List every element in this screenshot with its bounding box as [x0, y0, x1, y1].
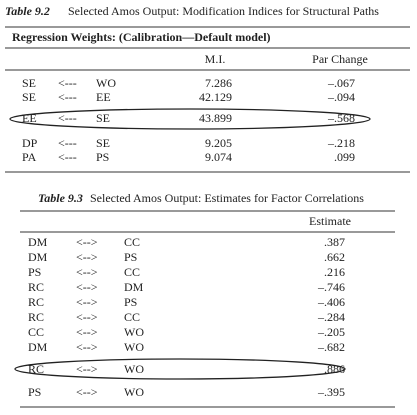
cell: SE: [96, 111, 110, 125]
cell: SE: [22, 90, 36, 104]
cell: <-->: [76, 280, 98, 294]
cell: –.284: [317, 310, 345, 324]
cell: CC: [124, 235, 140, 249]
cell: PS: [28, 265, 41, 279]
cell: <---: [58, 150, 77, 164]
cell: –.094: [327, 90, 355, 104]
cell: –.395: [317, 385, 345, 399]
cell: PS: [96, 150, 109, 164]
cell: RC: [28, 310, 44, 324]
highlight-ellipse: [9, 108, 371, 130]
cell: <-->: [76, 295, 98, 309]
cell: RC: [28, 295, 44, 309]
cell: DM: [28, 250, 48, 264]
cell: WO: [124, 340, 144, 354]
cell: DM: [28, 340, 48, 354]
cell: PA: [22, 150, 37, 164]
cell: 9.074: [205, 150, 232, 164]
table-label: Table 9.3: [38, 191, 83, 205]
cell: <-->: [76, 250, 98, 264]
cell: EE: [22, 111, 37, 125]
column-header: Par Change: [312, 52, 368, 66]
highlight-ellipse: [14, 358, 346, 380]
cell: <---: [58, 136, 77, 150]
cell: <---: [58, 90, 77, 104]
cell: RC: [28, 280, 44, 294]
cell: WO: [96, 76, 116, 90]
cell: DM: [28, 235, 48, 249]
cell: <-->: [76, 265, 98, 279]
cell: CC: [124, 265, 140, 279]
cell: <-->: [76, 385, 98, 399]
cell: DP: [22, 136, 38, 150]
cell: WO: [124, 385, 144, 399]
cell: –.682: [317, 340, 345, 354]
column-header: M.I.: [205, 52, 226, 66]
cell: PS: [28, 385, 41, 399]
cell: <-->: [76, 325, 98, 339]
cell: 7.286: [205, 76, 232, 90]
cell: –.406: [317, 295, 345, 309]
table-subtitle: Regression Weights: (Calibration—Default…: [12, 30, 271, 44]
cell: .099: [334, 150, 355, 164]
cell: WO: [124, 325, 144, 339]
cell: PS: [124, 250, 137, 264]
cell: <-->: [76, 310, 98, 324]
cell: 9.205: [205, 136, 232, 150]
cell: .662: [324, 250, 345, 264]
cell: SE: [22, 76, 36, 90]
cell: <-->: [76, 340, 98, 354]
cell: <---: [58, 111, 77, 125]
cell: CC: [124, 310, 140, 324]
cell: PS: [124, 295, 137, 309]
cell: –.205: [317, 325, 345, 339]
table-title: Selected Amos Output: Estimates for Fact…: [90, 191, 364, 205]
cell: 42.129: [199, 90, 232, 104]
column-header: Estimate: [309, 214, 351, 228]
cell: –.067: [327, 76, 355, 90]
cell: <-->: [76, 235, 98, 249]
cell: –.568: [327, 111, 355, 125]
cell: 43.899: [199, 111, 232, 125]
cell: DM: [124, 280, 144, 294]
cell: WO: [124, 362, 144, 376]
table-label: Table 9.2: [5, 4, 50, 18]
cell: CC: [28, 325, 44, 339]
cell: EE: [96, 90, 111, 104]
cell: .216: [324, 265, 345, 279]
cell: <---: [58, 76, 77, 90]
cell: <-->: [76, 362, 98, 376]
cell: .387: [324, 235, 345, 249]
cell: RC: [28, 362, 44, 376]
cell: –.746: [317, 280, 345, 294]
cell: –.218: [327, 136, 355, 150]
cell: .886: [324, 362, 345, 376]
cell: SE: [96, 136, 110, 150]
table-title: Selected Amos Output: Modification Indic…: [68, 4, 379, 18]
